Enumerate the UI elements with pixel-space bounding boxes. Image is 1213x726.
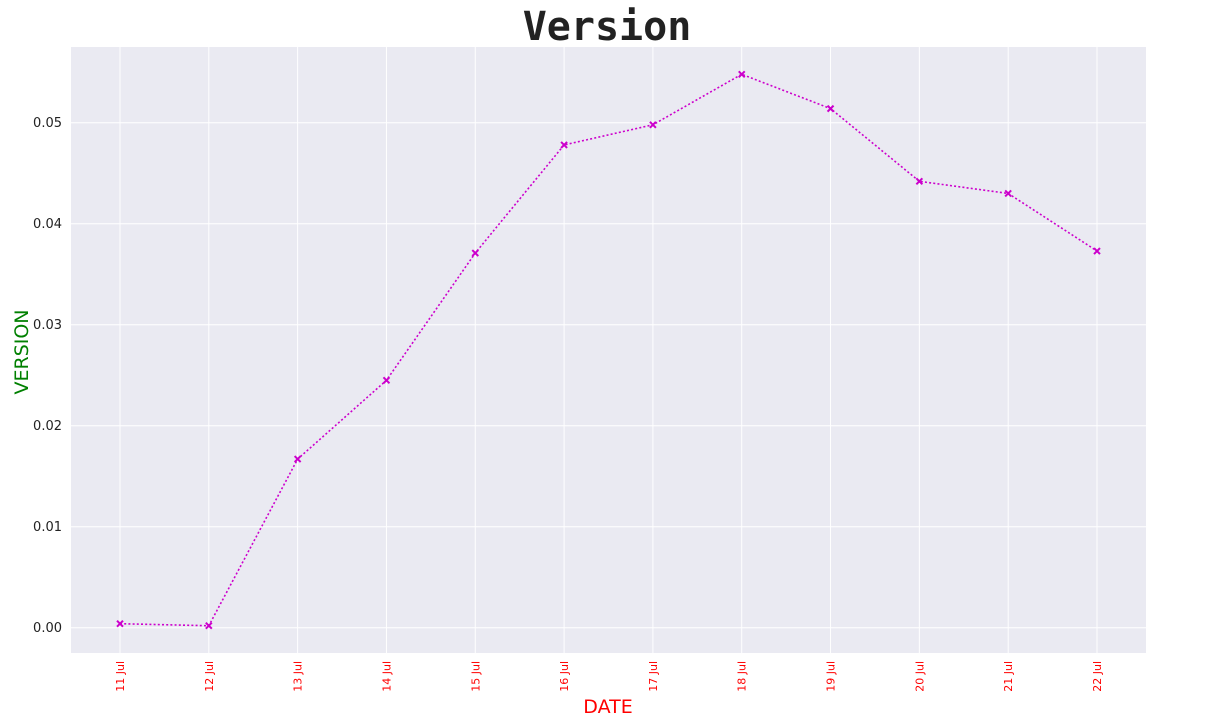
data-point-marker	[649, 121, 657, 129]
data-point-marker	[1093, 247, 1101, 255]
x-axis-ticks: 11 Jul 12 Jul 13 Jul 14 Jul 15 Jul 16 Jul 17 J…	[114, 661, 1104, 692]
y-tick-label: 0.03	[33, 318, 62, 333]
x-tick-label: 15 Jul	[469, 661, 482, 692]
chart-title: Version	[523, 4, 692, 50]
y-tick-label: 0.05	[33, 116, 62, 131]
data-point-marker	[826, 104, 835, 113]
data-point-marker	[471, 249, 479, 257]
data-point-marker	[915, 177, 924, 186]
plot-area	[71, 47, 1146, 653]
y-axis-ticks: 0.00 0.01 0.02 0.03 0.04 0.05	[33, 116, 62, 636]
x-tick-label: 16 Jul	[558, 661, 571, 692]
x-tick-label: 22 Jul	[1091, 661, 1104, 692]
data-point-marker	[205, 622, 213, 630]
y-tick-label: 0.01	[33, 520, 62, 535]
series-markers	[116, 70, 1101, 630]
x-axis-label: DATE	[583, 696, 632, 718]
x-tick-label: 12 Jul	[203, 661, 216, 692]
x-tick-label: 14 Jul	[380, 661, 393, 692]
data-point-marker	[293, 455, 302, 463]
y-axis-label: VERSION	[11, 309, 33, 394]
series-line	[119, 73, 1098, 627]
grid-lines	[71, 47, 1146, 653]
x-tick-label: 17 Jul	[647, 661, 660, 692]
x-tick-label: 11 Jul	[114, 661, 127, 692]
data-point-marker	[382, 376, 391, 385]
y-tick-label: 0.00	[33, 621, 62, 636]
x-tick-label: 13 Jul	[292, 661, 305, 692]
x-tick-label: 19 Jul	[825, 661, 838, 692]
data-point-marker	[738, 70, 746, 78]
y-tick-label: 0.02	[33, 419, 62, 434]
x-tick-label: 18 Jul	[736, 661, 749, 692]
y-tick-label: 0.04	[33, 217, 62, 232]
x-tick-label: 20 Jul	[913, 661, 926, 692]
data-point-marker	[1004, 189, 1012, 198]
data-point-marker	[560, 141, 568, 149]
data-point-marker	[116, 620, 124, 628]
x-tick-label: 21 Jul	[1002, 661, 1015, 692]
